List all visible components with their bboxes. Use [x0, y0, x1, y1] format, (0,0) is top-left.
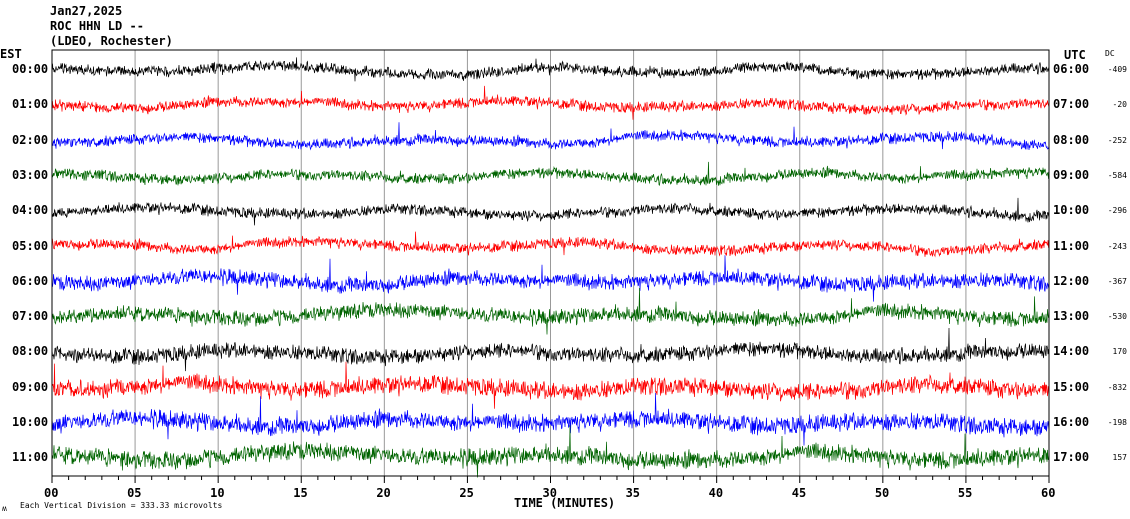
network-label: (LDEO, Rochester) [50, 34, 173, 48]
est-hour-label: 09:00 [12, 379, 49, 394]
est-hour-label: 04:00 [12, 203, 49, 218]
trace-row-0200 [51, 122, 1050, 151]
trace-row-0700 [51, 287, 1050, 335]
utc-hour-label: 06:00 [1053, 62, 1090, 76]
station-label: ROC HHN LD -- [50, 19, 144, 33]
x-tick-label: 20 [376, 486, 391, 500]
dc-offset-value: -20 [1112, 100, 1127, 110]
est-hour-label: 03:00 [12, 167, 49, 182]
dc-offset-value: 157 [1112, 453, 1127, 463]
utc-axis-label: UTC [1064, 48, 1086, 62]
dc-offset-value: -832 [1107, 382, 1127, 392]
utc-hour-label: 07:00 [1053, 97, 1090, 112]
corner-mark: ʍ [2, 504, 7, 513]
trace-row-0500 [51, 231, 1050, 258]
x-axis-title: TIME (MINUTES) [514, 496, 616, 510]
x-tick-label: 15 [293, 486, 308, 500]
x-tick-label: 40 [708, 486, 724, 500]
x-tick-label: 00 [44, 486, 59, 500]
est-hour-label: 10:00 [12, 415, 49, 429]
dc-offset-value: -252 [1107, 135, 1127, 145]
utc-hour-label: 17:00 [1053, 450, 1090, 465]
est-hour-label: 01:00 [12, 97, 49, 112]
dc-offset-value: -409 [1107, 65, 1127, 74]
dc-offset-value: -296 [1107, 206, 1127, 216]
utc-hour-label: 16:00 [1053, 415, 1090, 429]
dc-offset-value: 170 [1112, 347, 1127, 357]
est-hour-label: 07:00 [12, 309, 49, 324]
trace-row-0800 [51, 327, 1050, 372]
est-hour-label: 02:00 [12, 132, 49, 147]
utc-hour-label: 08:00 [1053, 132, 1090, 147]
dc-offset-value: -530 [1107, 312, 1127, 322]
x-tick-label: 60 [1041, 486, 1056, 500]
x-tick-label: 10 [210, 486, 225, 500]
utc-hour-label: 12:00 [1053, 273, 1090, 288]
x-tick-label: 30 [542, 486, 557, 500]
x-tick-label: 45 [791, 486, 807, 500]
trace-row-0400 [51, 197, 1050, 226]
x-tick-label: 55 [957, 486, 973, 500]
trace-row-1000 [51, 392, 1050, 446]
scale-note: Each Vertical Division = 333.33 microvol… [20, 501, 223, 510]
x-tick-label: 50 [874, 486, 890, 500]
date-label: Jan27,2025 [50, 4, 123, 18]
utc-hour-label: 09:00 [1053, 167, 1090, 182]
trace-row-0300 [51, 161, 1050, 186]
est-hour-label: 11:00 [12, 450, 49, 465]
x-tick-label: 25 [459, 486, 474, 500]
utc-hour-label: 11:00 [1053, 238, 1090, 253]
trace-row-1100 [51, 425, 1050, 478]
dc-label: DC [1105, 49, 1115, 58]
est-hour-label: 08:00 [12, 344, 49, 359]
est-axis-label: EST [0, 47, 22, 61]
trace-row-0600 [51, 255, 1050, 302]
est-hour-label: 00:00 [12, 62, 49, 76]
est-hour-label: 06:00 [12, 273, 49, 288]
utc-hour-label: 10:00 [1053, 203, 1090, 218]
utc-hour-label: 14:00 [1053, 344, 1090, 359]
trace-row-0900 [51, 361, 1050, 409]
x-tick-label: 05 [127, 486, 142, 500]
dc-offset-value: -367 [1107, 276, 1127, 286]
utc-hour-label: 15:00 [1053, 379, 1090, 394]
dc-offset-value: -198 [1107, 418, 1127, 427]
trace-row-0100 [51, 85, 1050, 120]
x-tick-label: 35 [625, 486, 641, 500]
trace-row-0000 [51, 57, 1050, 82]
est-hour-label: 05:00 [12, 238, 49, 253]
dc-offset-value: -584 [1107, 170, 1127, 180]
dc-offset-value: -243 [1107, 241, 1127, 251]
utc-hour-label: 13:00 [1053, 309, 1090, 324]
